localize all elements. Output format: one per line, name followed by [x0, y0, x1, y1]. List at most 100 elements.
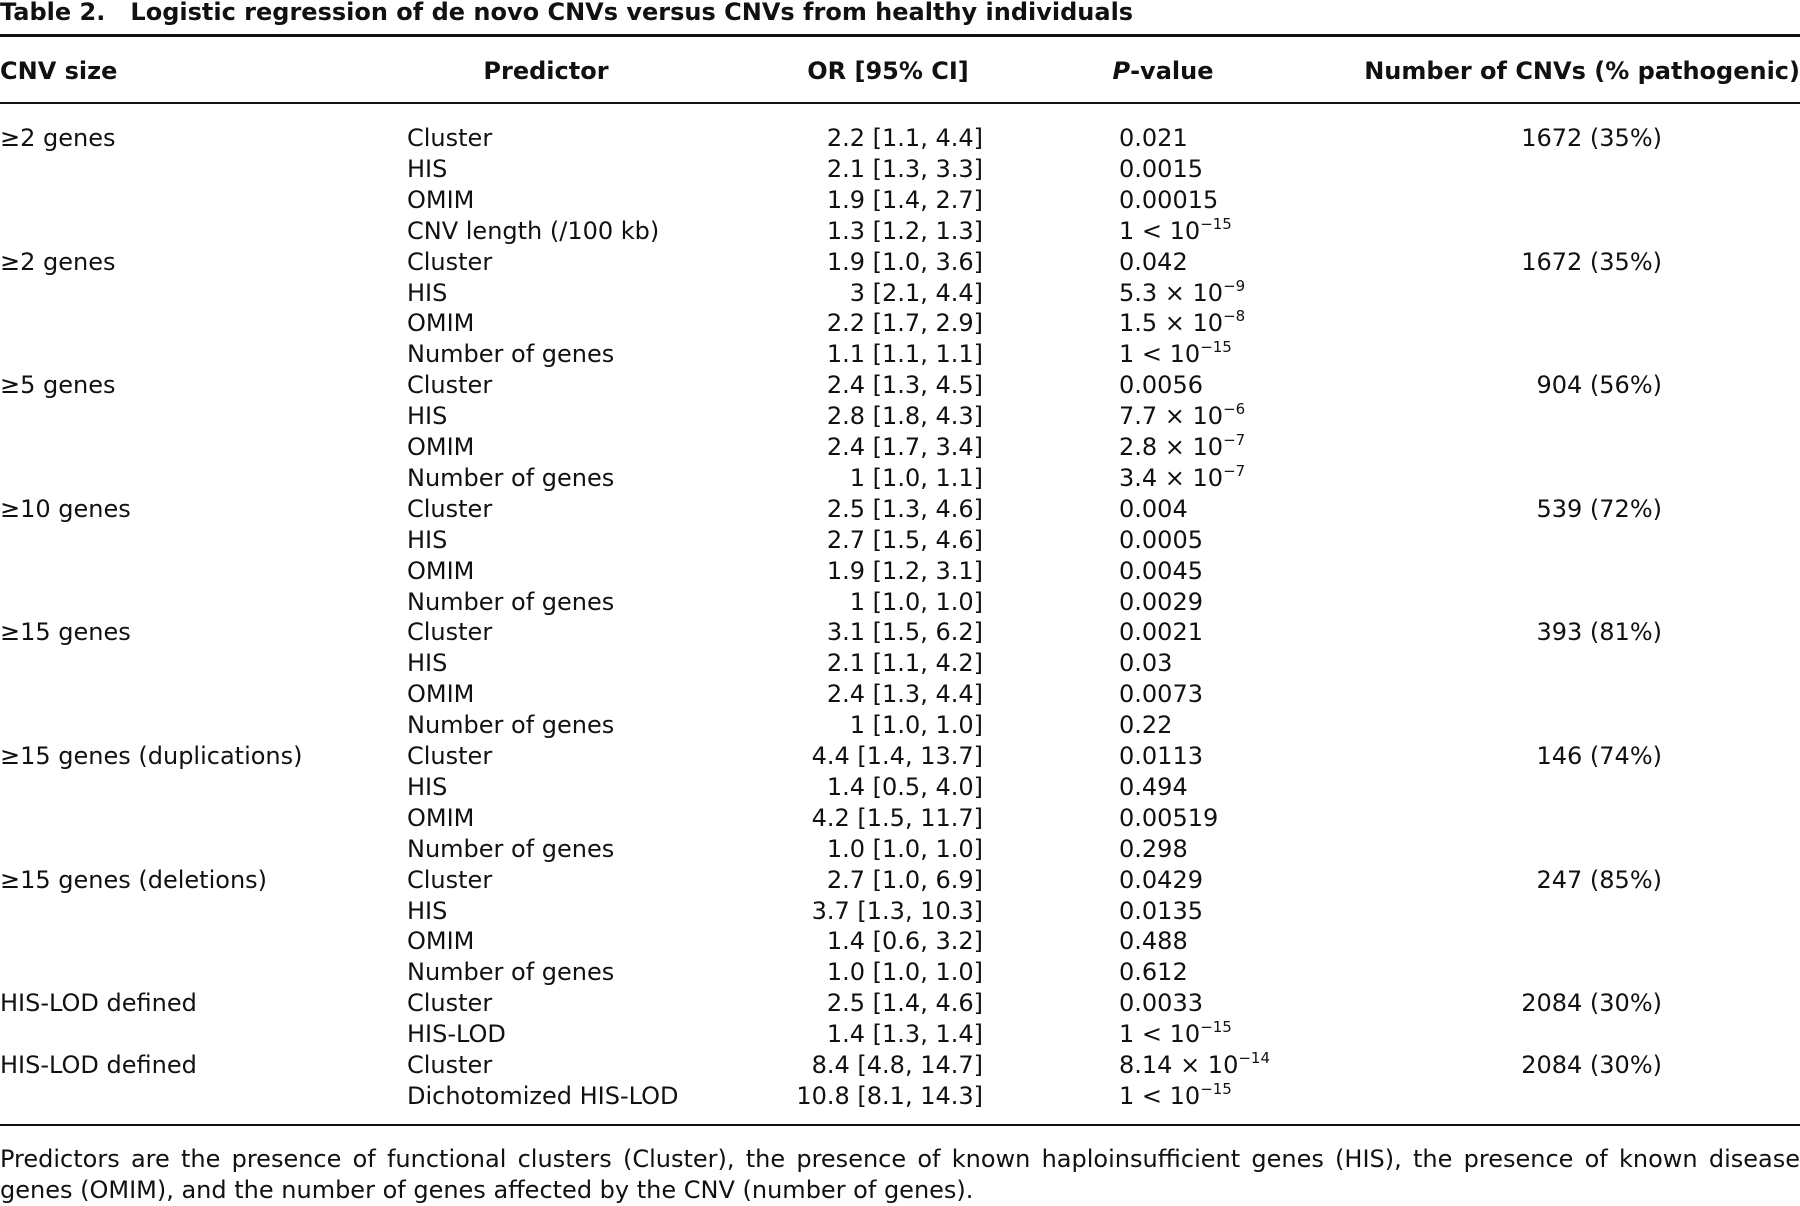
odds-ratio: 1 [1.0, 1.0] [849, 587, 983, 616]
predictor: Number of genes [407, 463, 615, 492]
cnv-size: ≥5 genes [0, 371, 116, 400]
p-value-base: 3.4 × 10 [1119, 463, 1224, 492]
odds-ratio: 2.5 [1.3, 4.6] [826, 494, 983, 523]
p-value-exponent: −7 [1223, 461, 1246, 480]
cnv-count: 539 (72%) [1536, 494, 1662, 523]
p-value-base: 0.0015 [1119, 154, 1203, 183]
p-value: 0.0015 [1119, 154, 1203, 184]
p-value-base: 0.0029 [1119, 587, 1203, 616]
p-value-base: 1 < 10 [1119, 1020, 1201, 1049]
p-value-exponent: −15 [1200, 338, 1232, 357]
p-value-exponent: −15 [1200, 1079, 1232, 1098]
p-value-base: 0.494 [1119, 772, 1188, 801]
odds-ratio: 1 [1.0, 1.0] [849, 711, 983, 740]
p-value-exponent: −8 [1223, 307, 1246, 326]
p-value: 0.042 [1119, 247, 1188, 277]
p-value: 0.021 [1119, 123, 1188, 153]
p-value: 8.14 × 10−14 [1119, 1050, 1270, 1080]
p-value: 0.0045 [1119, 556, 1203, 586]
cnv-count: 393 (81%) [1536, 618, 1662, 647]
header-count: Number of CNVs (% pathogenic) [1364, 57, 1800, 85]
p-value-exponent: −7 [1223, 431, 1246, 449]
predictor: HIS-LOD [407, 1020, 506, 1049]
p-value-base: 0.0113 [1119, 742, 1203, 770]
predictor: Number of genes [407, 340, 615, 369]
p-value: 1 < 10−15 [1119, 339, 1232, 369]
cnv-size: HIS-LOD defined [0, 1051, 197, 1079]
predictor: HIS [407, 278, 448, 307]
cnv-size: ≥15 genes (duplications) [0, 742, 303, 770]
title-text: Logistic regression of de novo CNVs vers… [130, 0, 1134, 26]
header-rule [0, 102, 1800, 104]
p-value-base: 0.03 [1119, 649, 1173, 678]
p-value-base: 2.8 × 10 [1119, 433, 1224, 461]
odds-ratio: 1.0 [1.0, 1.0] [826, 958, 983, 987]
odds-ratio: 2.1 [1.3, 3.3] [826, 154, 983, 183]
p-value: 0.004 [1119, 494, 1188, 524]
cnv-size: ≥2 genes [0, 247, 116, 276]
p-value-exponent: −6 [1223, 400, 1246, 419]
predictor: OMIM [407, 433, 475, 461]
p-value: 1.5 × 10−8 [1119, 308, 1245, 338]
odds-ratio: 3.7 [1.3, 10.3] [811, 896, 983, 925]
p-value-base: 0.0073 [1119, 680, 1203, 709]
p-value-base: 1.5 × 10 [1119, 309, 1224, 338]
p-value: 7.7 × 10−6 [1119, 401, 1245, 431]
p-value-base: 1 < 10 [1119, 340, 1201, 369]
p-value-exponent: −14 [1238, 1049, 1270, 1067]
odds-ratio: 2.2 [1.7, 2.9] [826, 309, 983, 338]
cnv-size: ≥15 genes [0, 618, 131, 647]
p-value: 0.03 [1119, 648, 1172, 678]
p-value-base: 0.0045 [1119, 556, 1203, 585]
header-p-italic: P [1112, 57, 1131, 85]
p-value: 0.612 [1119, 957, 1188, 987]
predictor: OMIM [407, 185, 475, 214]
p-value-base: 0.488 [1119, 927, 1188, 956]
header-or: OR [95% CI] [807, 57, 969, 85]
predictor: Cluster [407, 1051, 493, 1079]
cnv-size: ≥15 genes (deletions) [0, 865, 268, 894]
odds-ratio: 3 [2.1, 4.4] [849, 278, 983, 307]
p-value-base: 0.0056 [1119, 371, 1203, 400]
predictor: OMIM [407, 556, 475, 585]
odds-ratio: 8.4 [4.8, 14.7] [811, 1051, 983, 1079]
odds-ratio: 1 [1.0, 1.1] [849, 463, 983, 492]
odds-ratio: 4.2 [1.5, 11.7] [811, 803, 983, 832]
p-value: 0.0021 [1119, 617, 1203, 647]
odds-ratio: 2.1 [1.1, 4.2] [826, 649, 983, 678]
p-value: 3.4 × 10−7 [1119, 463, 1245, 493]
odds-ratio: 2.2 [1.1, 4.4] [826, 124, 983, 152]
p-value: 1 < 10−15 [1119, 1081, 1232, 1111]
predictor: HIS [407, 896, 448, 925]
odds-ratio: 1.9 [1.0, 3.6] [826, 247, 983, 276]
p-value-base: 8.14 × 10 [1119, 1051, 1239, 1079]
odds-ratio: 1.1 [1.1, 1.1] [826, 340, 983, 369]
odds-ratio: 2.7 [1.5, 4.6] [826, 525, 983, 554]
p-value: 0.0135 [1119, 896, 1203, 926]
p-value-base: 0.042 [1119, 247, 1188, 276]
predictor: Dichotomized HIS-LOD [407, 1081, 679, 1110]
predictor: Cluster [407, 124, 493, 152]
p-value: 0.0033 [1119, 988, 1203, 1018]
p-value: 0.0429 [1119, 865, 1203, 895]
predictor: OMIM [407, 927, 475, 956]
odds-ratio: 2.7 [1.0, 6.9] [826, 865, 983, 894]
odds-ratio: 1.4 [0.5, 4.0] [826, 772, 983, 801]
p-value: 0.298 [1119, 834, 1188, 864]
p-value-base: 0.22 [1119, 711, 1173, 740]
odds-ratio: 1.4 [0.6, 3.2] [826, 927, 983, 956]
odds-ratio: 2.4 [1.3, 4.4] [826, 680, 983, 709]
header-size: CNV size [0, 57, 118, 85]
p-value: 0.00519 [1119, 803, 1218, 833]
cnv-count: 1672 (35%) [1521, 124, 1662, 152]
cnv-size: HIS-LOD defined [0, 989, 197, 1018]
predictor: HIS [407, 525, 448, 554]
p-value: 0.0073 [1119, 679, 1203, 709]
predictor: OMIM [407, 309, 475, 338]
odds-ratio: 1.3 [1.2, 1.3] [826, 216, 983, 245]
odds-ratio: 1.4 [1.3, 1.4] [826, 1020, 983, 1049]
p-value-base: 0.298 [1119, 834, 1188, 863]
p-value-base: 5.3 × 10 [1119, 278, 1224, 307]
cnv-size: ≥2 genes [0, 124, 116, 152]
odds-ratio: 2.4 [1.7, 3.4] [826, 433, 983, 461]
